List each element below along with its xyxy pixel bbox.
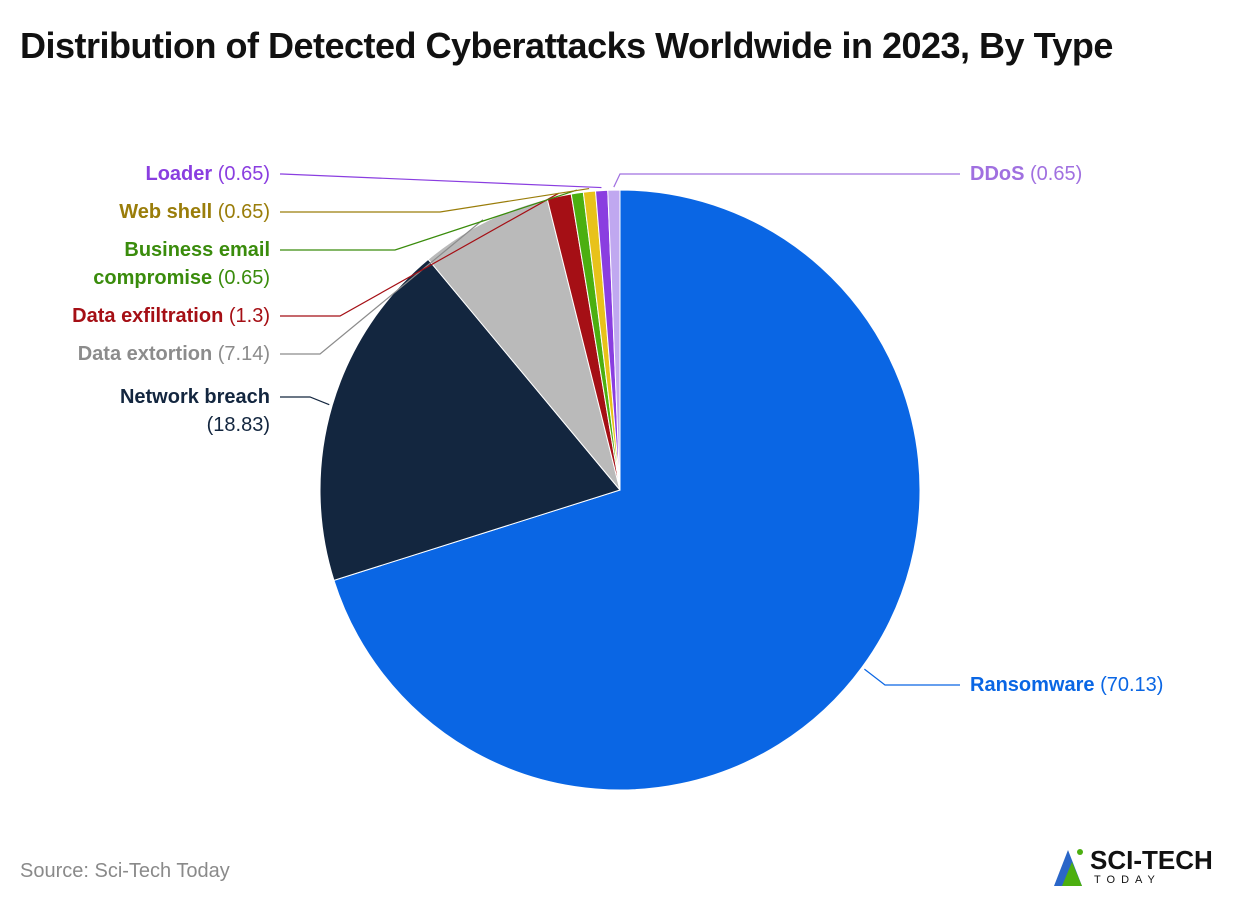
- label-name: Network breach: [119, 386, 270, 408]
- label-value: (0.65): [217, 201, 270, 223]
- leader-line: [280, 187, 590, 213]
- label-name: Ransomware: [970, 674, 1095, 696]
- chart-title: Distribution of Detected Cyberattacks Wo…: [20, 25, 1113, 66]
- label-name: Data extortion: [77, 343, 213, 365]
- data-label: DDoS (0.65): [970, 160, 1082, 188]
- pie-slice: [333, 189, 921, 791]
- leader-line: [280, 173, 602, 189]
- source: Source: Sci-Tech Today: [20, 860, 230, 882]
- pie-slice: [319, 258, 621, 581]
- label-name: DDoS: [970, 163, 1025, 185]
- data-label: Web shell (0.65): [119, 198, 270, 226]
- pie-slice: [607, 189, 621, 491]
- leader-line: [280, 189, 578, 251]
- data-label: Network breach (18.83): [90, 383, 270, 439]
- label-value: (18.83): [206, 414, 270, 436]
- leader-line: [280, 396, 330, 406]
- data-label: Ransomware (70.13): [970, 671, 1163, 699]
- label-name: Web shell: [119, 201, 213, 223]
- data-label: Business email compromise (0.65): [30, 236, 270, 292]
- logo: SCI-TECH TODAY: [1090, 846, 1213, 886]
- label-value: (1.3): [228, 305, 270, 327]
- pie-slice: [427, 198, 621, 491]
- leader-line: [280, 192, 559, 317]
- label-value: (7.14): [217, 343, 270, 365]
- leader-line: [864, 668, 960, 686]
- label-name: Data exfiltration: [72, 305, 224, 327]
- logo-text: SCI-TECH: [1090, 845, 1213, 875]
- logo-icon: [1054, 849, 1083, 886]
- label-value: (70.13): [1100, 674, 1164, 696]
- label-value: (0.65): [217, 267, 270, 289]
- label-name: Business email compromise: [93, 239, 270, 289]
- data-label: Data exfiltration (1.3): [72, 302, 270, 330]
- data-label: Data extortion (7.14): [78, 340, 270, 368]
- label-name: Loader: [145, 163, 213, 185]
- data-label: Loader (0.65): [146, 160, 271, 188]
- logo-subtext: TODAY: [1094, 874, 1161, 886]
- leader-line: [280, 219, 484, 355]
- label-value: (0.65): [217, 163, 270, 185]
- label-value: (0.65): [1030, 163, 1083, 185]
- leader-line: [613, 173, 960, 188]
